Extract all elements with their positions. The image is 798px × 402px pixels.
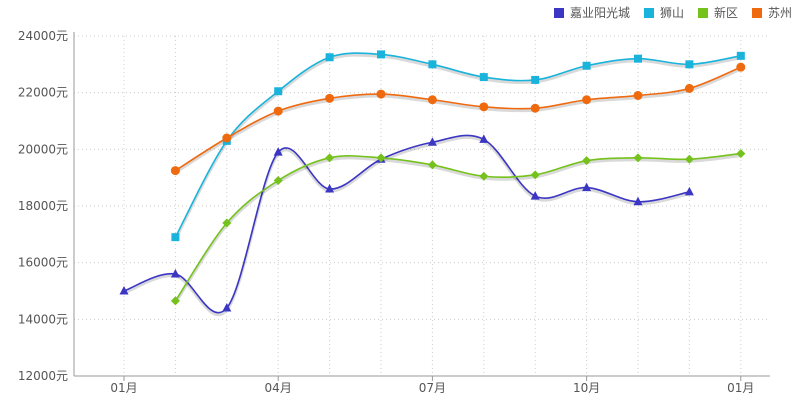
- circle-marker: [684, 83, 694, 93]
- legend-swatch: [751, 7, 762, 18]
- circle-marker: [582, 95, 592, 105]
- legend-item[interactable]: 新区: [697, 4, 738, 21]
- circle-marker: [479, 102, 489, 112]
- series-line-3: [174, 66, 742, 172]
- circle-marker: [736, 62, 746, 72]
- y-tick-label: 12000元: [18, 369, 68, 383]
- legend-label: 苏州: [767, 6, 792, 20]
- series-line-1: [174, 52, 741, 238]
- x-tick-label: 04月: [265, 381, 292, 395]
- circle-marker: [376, 89, 386, 99]
- series-shadow: [174, 53, 742, 240]
- square-marker: [428, 60, 437, 69]
- legend-swatch: [643, 7, 654, 18]
- diamond-marker: [273, 176, 283, 185]
- y-tick-label: 14000元: [18, 312, 68, 326]
- legend-item[interactable]: 苏州: [751, 4, 792, 21]
- diamond-marker: [325, 153, 335, 163]
- circle-marker: [633, 91, 643, 100]
- x-tick-label: 01月: [110, 381, 137, 395]
- triangle-marker: [684, 186, 694, 196]
- legend-label: 狮山: [659, 6, 684, 20]
- square-marker: [582, 61, 591, 70]
- diamond-marker: [376, 153, 386, 163]
- square-marker: [479, 73, 488, 82]
- y-tick-label: 22000元: [18, 86, 68, 100]
- series-shadow: [174, 154, 741, 304]
- triangle-marker: [222, 303, 232, 312]
- y-tick-label: 18000元: [18, 199, 68, 213]
- grid-lines: [74, 35, 770, 376]
- triangle-marker: [479, 134, 489, 143]
- diamond-marker: [684, 154, 694, 164]
- triangle-marker: [170, 269, 180, 278]
- series-markers: [119, 50, 746, 312]
- x-tick-label: 07月: [419, 381, 446, 395]
- y-tick-label: 24000元: [18, 29, 68, 43]
- legend-swatch: [697, 7, 708, 18]
- x-tick-label: 10月: [573, 381, 600, 395]
- triangle-marker: [273, 147, 283, 156]
- diamond-marker: [736, 149, 746, 159]
- circle-marker: [273, 106, 283, 116]
- diamond-marker: [170, 296, 180, 306]
- square-marker: [377, 50, 385, 59]
- axes: [73, 32, 770, 381]
- square-marker: [325, 53, 334, 62]
- legend-label: 嘉业阳光城: [569, 6, 630, 20]
- circle-marker: [222, 133, 232, 143]
- x-tick-label: 01月: [727, 381, 754, 395]
- square-marker: [171, 233, 180, 242]
- triangle-marker: [427, 137, 437, 146]
- legend: 嘉业阳光城 狮山 新区 苏州: [553, 4, 792, 21]
- diamond-marker: [479, 171, 489, 181]
- circle-marker: [427, 95, 437, 105]
- y-tick-label: 20000元: [18, 142, 68, 156]
- y-tick-label: 16000元: [18, 256, 68, 270]
- circle-marker: [530, 103, 540, 113]
- legend-item[interactable]: 狮山: [643, 4, 684, 21]
- square-marker: [274, 87, 283, 96]
- diamond-marker: [427, 160, 437, 170]
- square-marker: [634, 54, 642, 63]
- series-line-2: [174, 152, 741, 302]
- legend-item[interactable]: 嘉业阳光城: [553, 4, 630, 21]
- square-marker: [531, 75, 540, 84]
- triangle-marker: [530, 191, 540, 200]
- square-marker: [685, 60, 694, 69]
- legend-swatch: [553, 7, 564, 18]
- triangle-marker: [633, 196, 643, 206]
- circle-marker: [170, 166, 180, 176]
- triangle-marker: [325, 184, 335, 193]
- diamond-marker: [530, 170, 540, 180]
- legend-label: 新区: [713, 6, 738, 20]
- diamond-marker: [582, 156, 592, 166]
- diamond-marker: [222, 218, 232, 228]
- diamond-marker: [633, 153, 643, 163]
- square-marker: [736, 51, 745, 60]
- circle-marker: [325, 93, 335, 103]
- triangle-marker: [119, 286, 129, 295]
- tick-labels: 12000元 14000元 16000元 18000元 20000元 22000元 2400…: [18, 29, 755, 395]
- series-shadow: [174, 67, 742, 174]
- triangle-marker: [582, 182, 592, 192]
